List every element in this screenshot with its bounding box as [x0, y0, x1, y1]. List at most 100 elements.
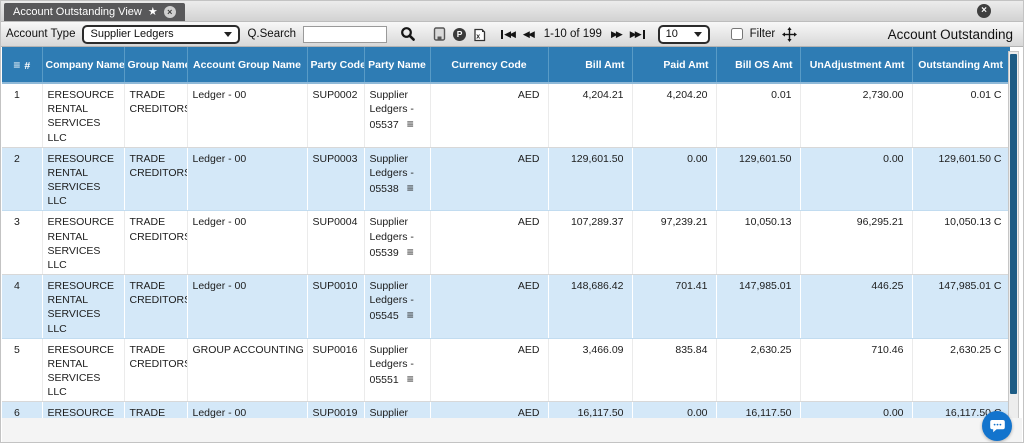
- cell-account-group-name: Ledger - 00: [187, 83, 308, 148]
- table-row[interactable]: 1 ERESOURCE RENTAL SERVICES LLC TRADE CR…: [2, 83, 1011, 148]
- column-outstanding-amt[interactable]: Outstanding Amt: [912, 47, 1010, 84]
- last-page-button[interactable]: ▶▶: [630, 29, 647, 40]
- cell-unadjustment-amt: 710.46: [800, 338, 913, 403]
- cell-party-name: Supplier Ledgers - 05545 ≡: [364, 274, 431, 339]
- cell-party-code: SUP0010: [307, 274, 365, 339]
- cell-party-code: SUP0002: [307, 83, 365, 148]
- pagination-info: 1-10 of 199: [543, 28, 602, 40]
- cell-party-name: Supplier Ledgers - 05539 ≡: [364, 210, 431, 276]
- table-header: ≡ # Company Name Group Name Account Group…: [2, 47, 1010, 84]
- cell-row-number: 2: [2, 147, 43, 212]
- party-menu-icon[interactable]: ≡: [406, 372, 414, 387]
- cell-row-number: 1: [2, 83, 43, 148]
- cell-company-name: ERESOURCE RENTAL SERVICES LLC: [42, 210, 125, 276]
- cell-currency-code: AED: [430, 274, 549, 339]
- cell-account-group-name: Ledger - 00: [187, 147, 308, 212]
- cell-outstanding-amt: 147,985.01 C: [912, 274, 1011, 339]
- column-unadjustment-amt[interactable]: UnAdjustment Amt: [800, 47, 913, 84]
- party-menu-icon[interactable]: ≡: [406, 117, 414, 132]
- column-party-code[interactable]: Party Code: [307, 47, 365, 84]
- cell-outstanding-amt: 129,601.50 C: [912, 147, 1011, 212]
- cell-party-code: SUP0016: [307, 338, 365, 403]
- pdf-export-icon[interactable]: P: [453, 27, 467, 41]
- cell-bill-amt: 129,601.50: [548, 147, 633, 212]
- table-row[interactable]: 4 ERESOURCE RENTAL SERVICES LLC TRADE CR…: [2, 274, 1011, 339]
- chevron-down-icon: [224, 31, 233, 37]
- column-party-name[interactable]: Party Name: [364, 47, 431, 84]
- party-menu-icon[interactable]: ≡: [406, 181, 414, 196]
- cell-outstanding-amt: 2,630.25 C: [912, 338, 1011, 403]
- quick-search-label: Q.Search: [247, 28, 297, 40]
- filter-checkbox[interactable]: [730, 28, 743, 40]
- window-close-icon[interactable]: ×: [977, 4, 991, 18]
- cell-currency-code: AED: [430, 338, 549, 403]
- cell-group-name: TRADE CREDITORS: [124, 338, 188, 403]
- table-row[interactable]: 3 ERESOURCE RENTAL SERVICES LLC TRADE CR…: [2, 210, 1011, 276]
- party-menu-icon[interactable]: ≡: [406, 308, 414, 323]
- cell-company-name: ERESOURCE RENTAL SERVICES LLC: [42, 274, 125, 339]
- account-type-label: Account Type: [6, 28, 76, 40]
- cell-group-name: TRADE CREDITORS: [124, 83, 188, 148]
- page-title: Account Outstanding: [887, 26, 1013, 42]
- search-icon[interactable]: [400, 26, 416, 42]
- table-row[interactable]: 5 ERESOURCE RENTAL SERVICES LLC TRADE CR…: [2, 338, 1011, 403]
- previous-page-button[interactable]: ◀◀: [522, 28, 535, 39]
- cell-party-name: Supplier Ledgers - 05537 ≡: [364, 83, 431, 148]
- tab-account-outstanding-view[interactable]: Account Outstanding View ★ ×: [4, 3, 185, 21]
- cell-unadjustment-amt: 2,730.00: [800, 83, 913, 148]
- column-currency-code[interactable]: Currency Code: [430, 47, 549, 84]
- cell-unadjustment-amt: 96,295.21: [800, 210, 913, 276]
- cell-unadjustment-amt: 446.25: [800, 274, 913, 339]
- cell-bill-amt: 148,686.42: [548, 274, 633, 339]
- cell-account-group-name: Ledger - 00: [187, 210, 308, 276]
- cell-bill-amt: 4,204.21: [548, 83, 633, 148]
- cell-party-code: SUP0004: [307, 210, 365, 276]
- column-paid-amt[interactable]: Paid Amt: [632, 47, 717, 84]
- table-body: 1 ERESOURCE RENTAL SERVICES LLC TRADE CR…: [2, 83, 1011, 442]
- column-account-group-name[interactable]: Account Group Name: [187, 47, 308, 84]
- tab-bar: Account Outstanding View ★ × ×: [1, 1, 1023, 22]
- chat-button[interactable]: [982, 411, 1012, 441]
- column-row-number[interactable]: ≡ #: [2, 47, 43, 84]
- cell-party-name: Supplier Ledgers - 05538 ≡: [364, 147, 431, 212]
- cell-paid-amt: 701.41: [632, 274, 717, 339]
- cell-company-name: ERESOURCE RENTAL SERVICES LLC: [42, 338, 125, 403]
- search-input[interactable]: [303, 25, 388, 43]
- column-group-name[interactable]: Group Name: [124, 47, 188, 84]
- cell-group-name: TRADE CREDITORS: [124, 147, 188, 212]
- scrollbar-thumb[interactable]: [1010, 54, 1017, 395]
- table-row[interactable]: 2 ERESOURCE RENTAL SERVICES LLC TRADE CR…: [2, 147, 1011, 212]
- party-menu-icon[interactable]: ≡: [406, 244, 414, 259]
- account-type-select[interactable]: Supplier Ledgers: [82, 24, 241, 44]
- cell-row-number: 4: [2, 274, 43, 339]
- page-size-select[interactable]: 10: [657, 24, 710, 44]
- cell-group-name: TRADE CREDITORS: [124, 210, 188, 276]
- page-size-value: 10: [665, 28, 678, 40]
- favorite-star-icon[interactable]: ★: [147, 5, 158, 18]
- next-page-button[interactable]: ▶▶: [610, 28, 623, 39]
- excel-export-icon[interactable]: x: [473, 27, 486, 42]
- cell-bill-os-amt: 147,985.01: [716, 274, 801, 339]
- move-crosshair-icon[interactable]: [782, 26, 798, 42]
- column-company-name[interactable]: Company Name: [42, 47, 125, 84]
- tab-close-icon[interactable]: ×: [163, 6, 176, 18]
- tab-title: Account Outstanding View: [13, 6, 142, 18]
- cell-bill-amt: 3,466.09: [548, 338, 633, 403]
- data-grid: ≡ # Company Name Group Name Account Group…: [1, 47, 1023, 442]
- cell-bill-amt: 107,289.37: [548, 210, 633, 276]
- cell-bill-os-amt: 129,601.50: [716, 147, 801, 212]
- first-page-button[interactable]: ◀◀: [501, 29, 516, 40]
- column-bill-amt[interactable]: Bill Amt: [548, 47, 633, 84]
- column-bill-os-amt[interactable]: Bill OS Amt: [716, 47, 801, 84]
- cell-bill-os-amt: 0.01: [716, 83, 801, 148]
- cell-bill-os-amt: 2,630.25: [716, 338, 801, 403]
- cell-paid-amt: 97,239.21: [632, 210, 717, 276]
- cell-paid-amt: 4,204.20: [632, 83, 717, 148]
- vertical-scrollbar[interactable]: [1008, 51, 1019, 442]
- cell-paid-amt: 835.84: [632, 338, 717, 403]
- cell-outstanding-amt: 0.01 C: [912, 83, 1011, 148]
- report-icon[interactable]: [433, 27, 446, 41]
- account-type-value: Supplier Ledgers: [90, 28, 174, 40]
- cell-account-group-name: Ledger - 00: [187, 274, 308, 339]
